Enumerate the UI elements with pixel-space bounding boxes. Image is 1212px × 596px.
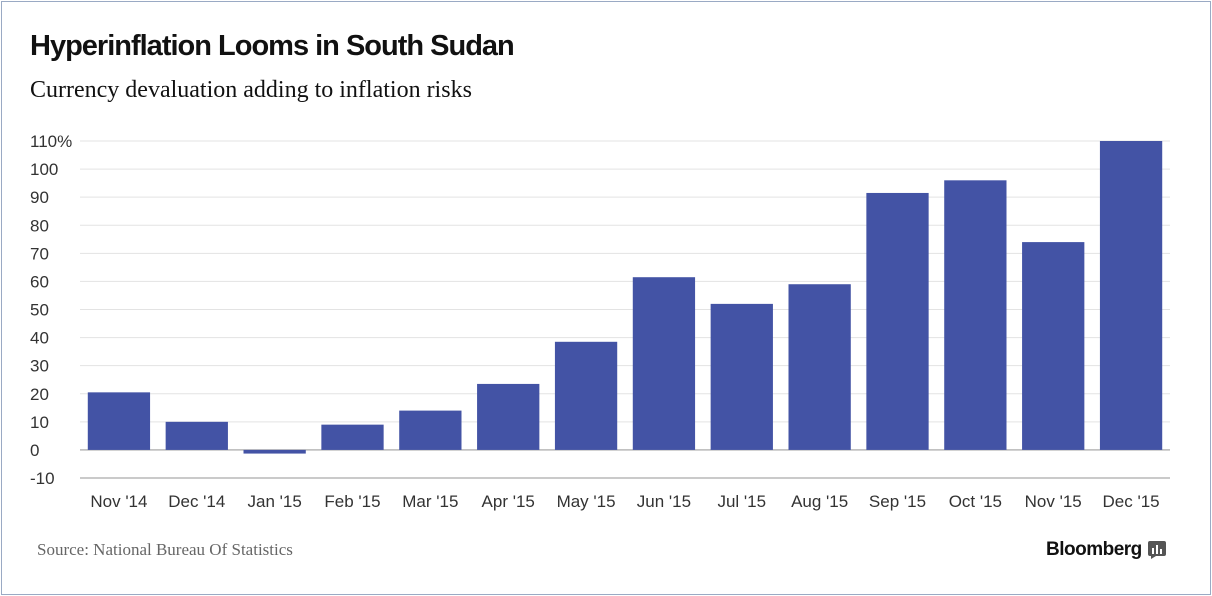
bar: [477, 383, 540, 450]
y-tick-label: 20: [30, 385, 49, 404]
x-tick-label: Jan '15: [247, 492, 301, 511]
bar: [399, 410, 462, 450]
bar: [554, 341, 618, 450]
y-tick-label: 90: [30, 188, 49, 207]
brand-name: Bloomberg: [1046, 539, 1142, 560]
y-tick-label: 0: [30, 441, 39, 460]
y-tick-label: 80: [30, 216, 49, 235]
x-tick-label: Jul '15: [717, 492, 766, 511]
bar: [165, 421, 228, 450]
bloomberg-chart-icon: [1147, 541, 1166, 559]
bar: [944, 180, 1007, 450]
y-tick-label: 30: [30, 357, 49, 376]
bar: [321, 424, 384, 450]
x-tick-label: Apr '15: [482, 492, 535, 511]
x-tick-label: Feb '15: [324, 492, 380, 511]
x-tick-label: Dec '15: [1103, 492, 1160, 511]
chart-subtitle: Currency devaluation adding to inflation…: [30, 77, 472, 103]
bar: [243, 449, 306, 454]
bar: [87, 392, 151, 450]
y-tick-label: -10: [30, 469, 55, 488]
y-tick-label: 70: [30, 244, 49, 263]
y-tick-label: 100: [30, 160, 58, 179]
x-tick-label: Sep '15: [869, 492, 926, 511]
x-tick-label: Oct '15: [949, 492, 1002, 511]
bar: [1099, 141, 1163, 450]
bar: [788, 284, 851, 450]
y-tick-label: 40: [30, 329, 49, 348]
bar: [632, 277, 696, 450]
bar: [710, 303, 773, 450]
x-tick-label: Dec '14: [168, 492, 225, 511]
y-tick-label: 110%: [30, 132, 72, 151]
x-tick-label: Aug '15: [791, 492, 848, 511]
x-tick-label: Nov '14: [90, 492, 147, 511]
brand-logo: Bloomberg: [1046, 539, 1166, 561]
source-note: Source: National Bureau Of Statistics: [37, 540, 293, 559]
x-tick-label: May '15: [557, 492, 616, 511]
y-tick-label: 10: [30, 413, 49, 432]
y-tick-label: 60: [30, 272, 49, 291]
x-tick-label: Jun '15: [637, 492, 691, 511]
y-tick-label: 50: [30, 301, 49, 320]
bar: [1022, 242, 1085, 450]
x-tick-label: Mar '15: [402, 492, 458, 511]
x-tick-label: Nov '15: [1025, 492, 1082, 511]
chart-title: Hyperinflation Looms in South Sudan: [30, 30, 515, 62]
bar: [866, 192, 929, 450]
